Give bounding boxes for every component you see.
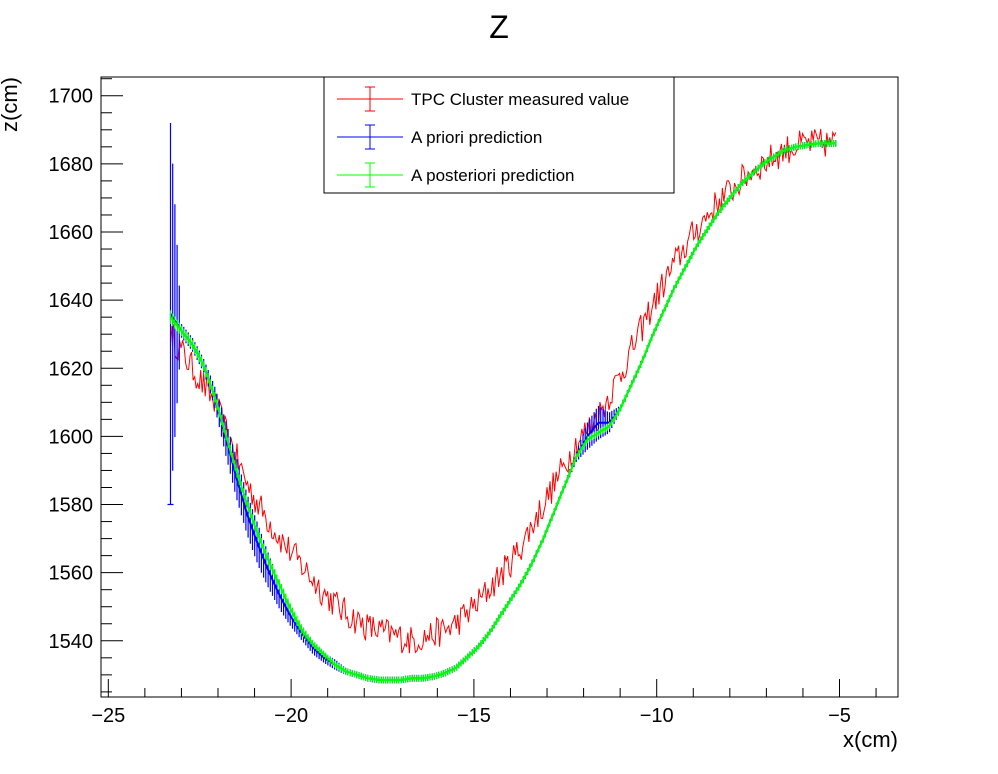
x-axis-title: x(cm): [843, 727, 898, 752]
y-tick-label: 1580: [49, 495, 94, 517]
x-tick-label: −25: [91, 705, 125, 727]
series-2: [169, 140, 837, 684]
series-layer: [167, 123, 837, 684]
axis-ticks: [101, 78, 877, 697]
chart-title: Z: [489, 9, 509, 45]
x-tick-label: −15: [457, 705, 491, 727]
series-1: [167, 123, 837, 684]
legend-entry: TPC Cluster measured value: [337, 86, 629, 112]
y-tick-label: 1540: [49, 631, 94, 653]
x-tick-label: −10: [640, 705, 674, 727]
y-tick-label: 1620: [49, 358, 94, 380]
series-line: [169, 142, 836, 681]
legend-label: TPC Cluster measured value: [411, 90, 629, 109]
series-line: [169, 142, 836, 681]
series-0: [170, 128, 837, 654]
series-errorbars: [167, 123, 837, 684]
tick-labels: −25 −20 −15 −10 −5 1540 1560 1580 1600 1620 1640 16…: [49, 86, 851, 727]
y-tick-label: 1560: [49, 563, 94, 585]
legend-box: [323, 76, 675, 194]
legend-label: A posteriori prediction: [411, 166, 574, 185]
y-tick-label: 1700: [49, 86, 94, 108]
series-line: [170, 128, 837, 654]
y-axis-title: z(cm): [0, 77, 22, 132]
legend-entry: A posteriori prediction: [337, 162, 574, 188]
y-tick-label: 1600: [49, 426, 94, 448]
legend-label: A priori prediction: [411, 128, 542, 147]
x-tick-label: −20: [274, 705, 308, 727]
series-errorbars: [169, 140, 837, 684]
legend: TPC Cluster measured value A priori predi…: [323, 76, 675, 194]
legend-entry: A priori prediction: [337, 124, 542, 150]
y-tick-label: 1660: [49, 222, 94, 244]
x-tick-label: −5: [828, 705, 851, 727]
y-tick-label: 1640: [49, 290, 94, 312]
y-tick-label: 1680: [49, 154, 94, 176]
